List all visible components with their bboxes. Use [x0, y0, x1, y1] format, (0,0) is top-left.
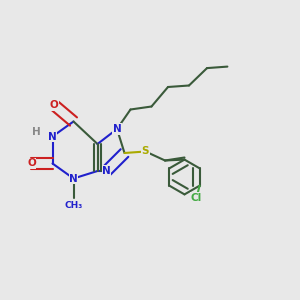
Text: Cl: Cl: [191, 193, 202, 203]
Text: N: N: [102, 166, 111, 176]
Text: O: O: [50, 100, 58, 110]
Text: O: O: [27, 158, 36, 169]
Text: N: N: [48, 131, 57, 142]
Text: N: N: [69, 173, 78, 184]
Text: H: H: [32, 127, 40, 137]
Text: S: S: [142, 146, 149, 157]
Text: CH₃: CH₃: [64, 201, 82, 210]
Text: N: N: [112, 124, 122, 134]
